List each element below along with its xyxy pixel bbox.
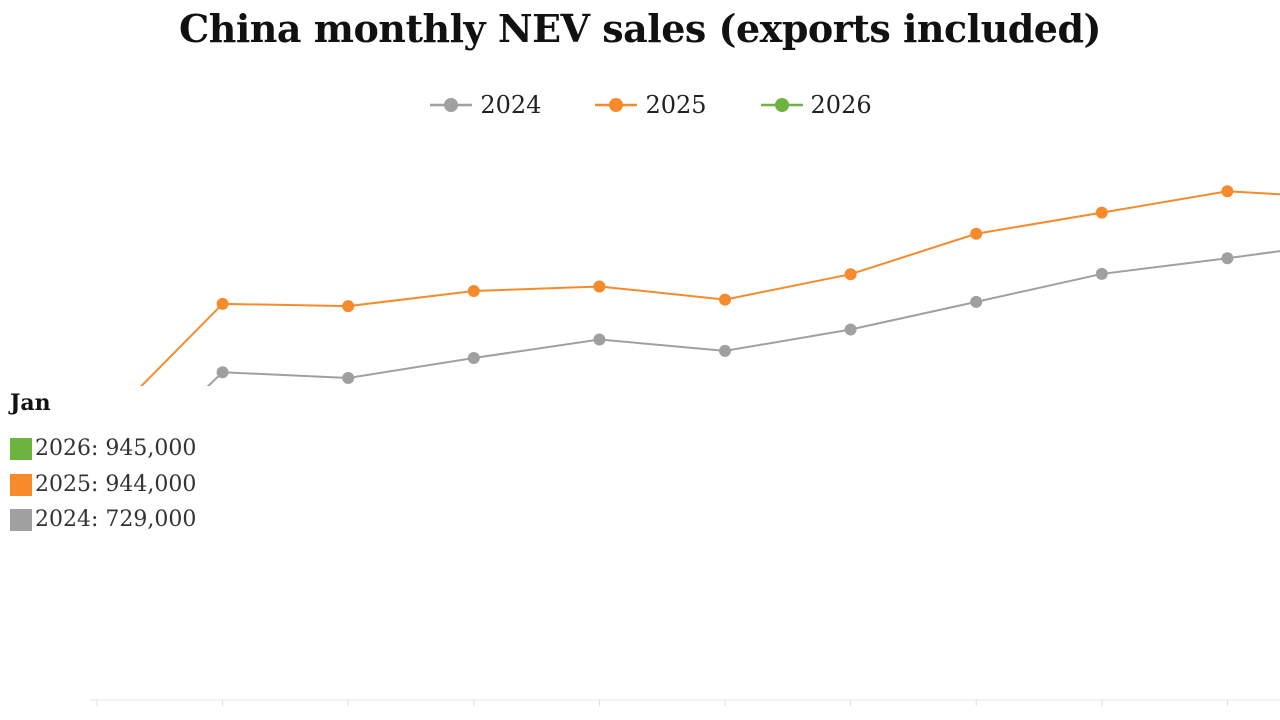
data-point-2024-oct[interactable] xyxy=(1221,252,1234,265)
legend-item-2024[interactable]: 2024 xyxy=(430,91,541,119)
data-point-2025-aug[interactable] xyxy=(970,227,983,240)
series-2024 xyxy=(91,250,1280,499)
tooltip-swatch-2025 xyxy=(10,473,32,496)
legend-marker-2026 xyxy=(760,98,803,112)
series-2025 xyxy=(91,185,1280,437)
data-point-2024-may[interactable] xyxy=(593,333,606,346)
tooltip-row-2024: 2024: 729,000 xyxy=(10,507,196,532)
tooltip-row-2025: 2025: 944,000 xyxy=(10,472,196,497)
tooltip: Jan 2026: 945,000 2025: 944,000 2024: 72… xyxy=(10,386,220,560)
legend-label-2026: 2026 xyxy=(810,91,872,119)
legend: 2024 2025 2026 xyxy=(0,88,1280,122)
tooltip-value-2026: 2026: 945,000 xyxy=(35,436,197,461)
tooltip-header: Jan xyxy=(10,390,51,416)
tooltip-value-2024: 2024: 729,000 xyxy=(35,507,197,532)
data-point-2024-mar[interactable] xyxy=(342,371,355,384)
data-point-2024-sep[interactable] xyxy=(1095,267,1108,280)
data-point-2024-apr[interactable] xyxy=(467,352,480,364)
data-point-2025-may[interactable] xyxy=(593,280,606,293)
legend-label-2025: 2025 xyxy=(645,91,707,119)
legend-marker-2025 xyxy=(595,98,638,112)
data-point-2025-feb[interactable] xyxy=(216,297,229,310)
series-line-2025 xyxy=(96,190,1280,432)
data-point-2025-mar[interactable] xyxy=(342,300,355,313)
data-point-2024-aug[interactable] xyxy=(970,295,983,308)
data-point-2025-jun[interactable] xyxy=(719,293,731,306)
data-point-2024-jul[interactable] xyxy=(844,323,857,336)
tooltip-swatch-2026 xyxy=(10,437,32,460)
tooltip-swatch-2024 xyxy=(10,508,32,531)
data-point-2024-jun[interactable] xyxy=(719,344,731,357)
tooltip-row-2026: 2026: 945,000 xyxy=(10,436,196,461)
data-point-2025-sep[interactable] xyxy=(1095,206,1108,219)
legend-marker-2024 xyxy=(430,98,473,112)
legend-item-2026[interactable]: 2026 xyxy=(760,91,872,119)
chart-title: China monthly NEV sales (exports include… xyxy=(178,6,1102,51)
legend-item-2025[interactable]: 2025 xyxy=(595,91,707,119)
data-point-2025-oct[interactable] xyxy=(1221,185,1234,198)
legend-label-2024: 2024 xyxy=(480,91,542,119)
tooltip-value-2025: 2025: 944,000 xyxy=(35,472,197,497)
data-point-2025-jul[interactable] xyxy=(844,268,857,281)
data-point-2025-apr[interactable] xyxy=(467,285,480,298)
data-point-2024-feb[interactable] xyxy=(216,366,229,379)
